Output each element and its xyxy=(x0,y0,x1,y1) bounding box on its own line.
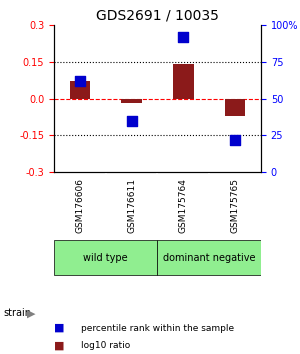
Text: ▶: ▶ xyxy=(27,308,35,318)
Text: dominant negative: dominant negative xyxy=(163,253,256,263)
Bar xyxy=(173,64,194,98)
Text: strain: strain xyxy=(3,308,31,318)
Point xyxy=(129,118,134,124)
Text: GSM176606: GSM176606 xyxy=(75,178,84,233)
Bar xyxy=(70,81,90,98)
FancyBboxPatch shape xyxy=(158,240,261,275)
Text: ■: ■ xyxy=(54,341,64,350)
Text: GSM176611: GSM176611 xyxy=(127,178,136,233)
Text: GSM175764: GSM175764 xyxy=(179,178,188,233)
Text: percentile rank within the sample: percentile rank within the sample xyxy=(81,324,234,333)
Text: log10 ratio: log10 ratio xyxy=(81,342,130,350)
Point xyxy=(233,137,238,143)
Bar xyxy=(121,98,142,103)
Text: ■: ■ xyxy=(54,323,64,333)
Text: wild type: wild type xyxy=(83,253,128,263)
Point xyxy=(77,78,82,84)
Point xyxy=(181,34,186,39)
Bar xyxy=(225,98,245,116)
Title: GDS2691 / 10035: GDS2691 / 10035 xyxy=(96,8,219,22)
Text: GSM175765: GSM175765 xyxy=(231,178,240,233)
FancyBboxPatch shape xyxy=(54,240,158,275)
